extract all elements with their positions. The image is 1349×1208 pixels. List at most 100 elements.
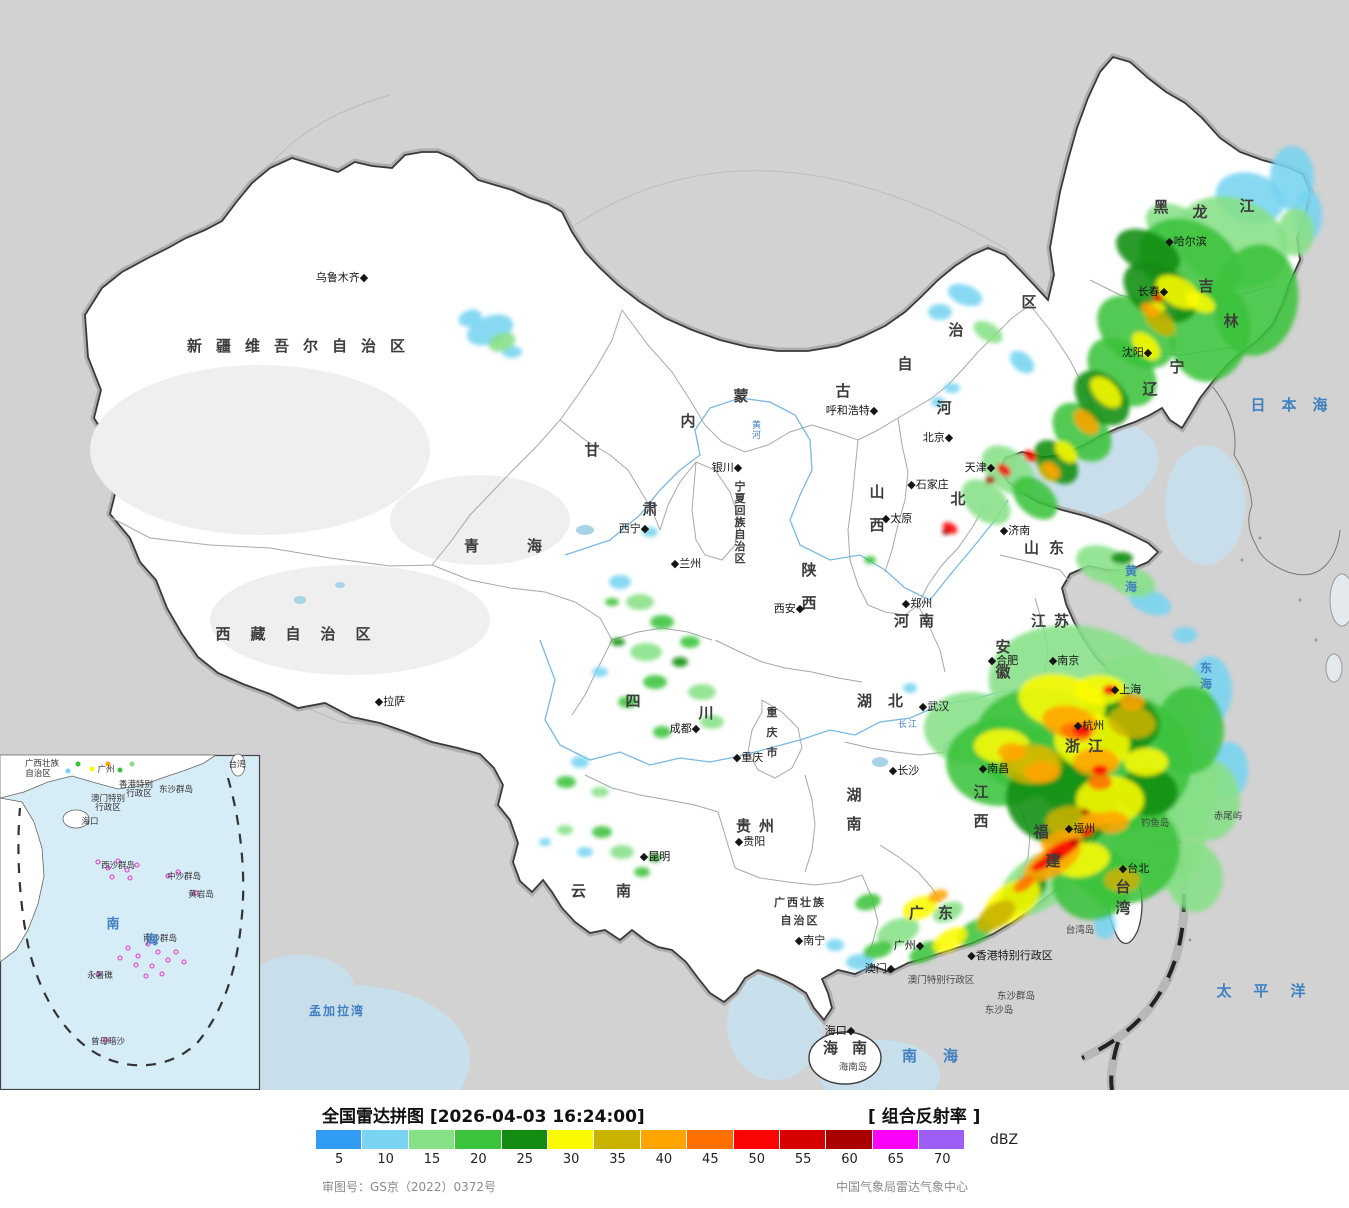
map-label: 江西 [973, 783, 1002, 830]
radar-echo [1073, 409, 1099, 435]
radar-echo [1095, 811, 1129, 833]
island-marker [165, 873, 171, 879]
island-marker [159, 971, 165, 977]
legend-title: 全国雷达拼图 [2026-04-03 16:24:00] [322, 1107, 645, 1127]
map-label: 湖北 [857, 692, 919, 710]
radar-echo [1074, 675, 1126, 705]
city-label: 北京◆ [923, 430, 954, 444]
radar-echo [1116, 228, 1180, 276]
reflectivity-colorbar [316, 1130, 966, 1149]
tick-label: 10 [377, 1152, 394, 1167]
radar-echo [944, 383, 960, 393]
radar-echo [609, 575, 631, 589]
map-label: 宁 [1169, 358, 1184, 376]
city-label: ◆贵阳 [735, 835, 765, 848]
radar-echo [605, 598, 619, 606]
island-marker [115, 858, 121, 864]
tick-label: 55 [794, 1152, 812, 1167]
radar-echo [557, 825, 573, 835]
radar-echo [1012, 476, 1058, 520]
map-label: 澳门特别行政区 [908, 974, 975, 986]
radar-echo [864, 556, 876, 564]
map-label: 肃 [642, 500, 657, 518]
radar-echo [902, 895, 938, 921]
inset-hainan [62, 809, 90, 829]
radar-echo [650, 615, 674, 629]
city-label: ◆福州 [1065, 821, 1095, 835]
radar-echo [1153, 294, 1163, 302]
map-label: 河 [936, 399, 951, 417]
radar-echo [1167, 844, 1223, 912]
inset-label: 广州 [97, 764, 114, 775]
map-label: 河南 [894, 612, 944, 630]
colorbar-cell-35 [594, 1130, 641, 1149]
radar-echo [909, 940, 941, 964]
radar-echo [1024, 761, 1060, 783]
city-label: 长春◆ [1138, 285, 1169, 298]
radar-echo [846, 954, 874, 970]
map-label: 长江 [898, 718, 918, 730]
radar-echo [1213, 244, 1299, 356]
map-label: 东海 [1200, 660, 1216, 691]
tick-label: 65 [887, 1152, 905, 1167]
inset-taiwan [230, 753, 246, 777]
map-label: 云南 [571, 882, 661, 900]
radar-echo [653, 726, 671, 738]
radar-echo [488, 332, 516, 352]
radar-echo [928, 304, 952, 320]
radar-echo [1023, 450, 1037, 462]
colorbar-cell-70 [919, 1130, 966, 1149]
map-label: 海南 [823, 1039, 881, 1057]
inset-mainland [0, 754, 218, 799]
map-label: 江苏 [1031, 612, 1077, 630]
radar-echo [642, 527, 658, 537]
inset-echo [75, 761, 81, 767]
colorbar-cell-10 [362, 1130, 409, 1149]
map-label: 四 [625, 692, 640, 710]
map-label: 宁夏回族自治区 [735, 479, 748, 565]
radar-echo [826, 939, 844, 951]
inset-label: 西沙群岛 [101, 860, 135, 871]
map-label: 安徽 [994, 638, 1020, 681]
city-label: ◆南京 [1049, 653, 1079, 667]
colorbar-cell-15 [408, 1130, 456, 1149]
radar-echo [611, 638, 625, 646]
city-label: 沈阳◆ [1122, 345, 1153, 359]
map-label: 山东 [1024, 539, 1074, 557]
map-label: 古 [835, 382, 850, 400]
island-marker [127, 875, 133, 881]
city-label: ◆上海 [1111, 682, 1141, 696]
radar-echo [1070, 838, 1080, 846]
radar-echo [571, 756, 589, 768]
radar-echo [1173, 627, 1197, 643]
colorbar-cell-25 [501, 1130, 548, 1149]
radar-echo [933, 901, 963, 923]
city-label: ◆拉萨 [375, 694, 405, 708]
city-label: ◆香港特别行政区 [967, 948, 1052, 962]
inset-echo [129, 761, 135, 767]
city-label: ◆台北 [1119, 861, 1149, 875]
map-label: 浙江 [1065, 737, 1111, 755]
map-label: 蒙 [733, 387, 748, 405]
radar-echo [1088, 774, 1112, 790]
radar-echo [973, 320, 1003, 344]
city-label: ◆石家庄 [907, 477, 948, 491]
colorbar-cell-20 [455, 1130, 502, 1149]
map-label: 林 [1223, 312, 1239, 330]
island-marker [109, 874, 115, 880]
map-label: 黄海 [1125, 563, 1141, 594]
island-marker [193, 890, 199, 896]
island-marker [124, 867, 130, 873]
map-label: 西藏自治区 [215, 625, 390, 643]
map-label: 湖南 [846, 786, 875, 833]
tick-label: 35 [609, 1152, 626, 1167]
island-marker [134, 862, 140, 868]
map-label: 辽 [1142, 380, 1157, 398]
radar-echo [649, 854, 661, 862]
radar-echo [592, 826, 612, 838]
radar-echo [1119, 694, 1145, 710]
radar-echo [1043, 461, 1061, 479]
tick-label: 15 [423, 1152, 441, 1167]
